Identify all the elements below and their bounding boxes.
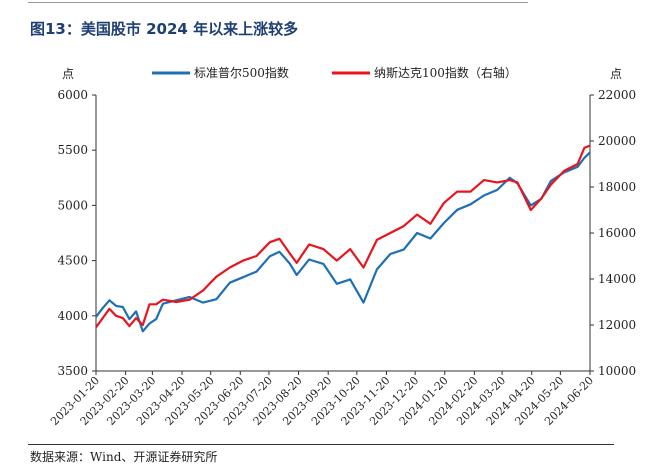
- y-left-tick-label: 6000: [57, 88, 88, 102]
- y-left-tick-label: 4500: [57, 254, 88, 268]
- bottom-rule: [28, 444, 614, 445]
- y-right-tick-label: 10000: [598, 364, 636, 378]
- y-left-tick-label: 5000: [57, 198, 88, 212]
- series-line-2: [95, 144, 591, 328]
- legend-label-2: 纳斯达克100指数（右轴）: [374, 65, 517, 80]
- axes-layer: 3500 4000 4500 5000 5500 6000 10000 12000 14000 1…: [48, 67, 636, 428]
- y-right-unit-label: 点: [610, 67, 622, 81]
- y-left-tick-label: 5500: [57, 143, 88, 157]
- top-rule: [28, 2, 528, 3]
- y-right-tick-label: 18000: [598, 180, 636, 194]
- source-note: 数据来源：Wind、开源证券研究所: [30, 450, 218, 464]
- figure-title: 图13：美国股市 2024 年以来上涨较多: [30, 20, 299, 38]
- lines-layer: [95, 144, 591, 333]
- legend-label-1: 标准普尔500指数: [194, 65, 289, 80]
- y-right-tick-label: 20000: [598, 134, 636, 148]
- y-right-tick-label: 12000: [598, 318, 636, 332]
- y-left-tick-label: 3500: [57, 364, 88, 378]
- y-left-unit-label: 点: [62, 67, 74, 81]
- y-left-tick-label: 4000: [57, 309, 88, 323]
- series-line-1: [95, 151, 591, 333]
- y-right-tick-label: 22000: [598, 88, 636, 102]
- line-chart: 3500 4000 4500 5000 5500 6000 10000 12000 14000 1…: [48, 65, 636, 428]
- legend: 标准普尔500指数 纳斯达克100指数（右轴）: [152, 65, 517, 80]
- y-right-tick-label: 14000: [598, 272, 636, 286]
- y-right-tick-label: 16000: [598, 226, 636, 240]
